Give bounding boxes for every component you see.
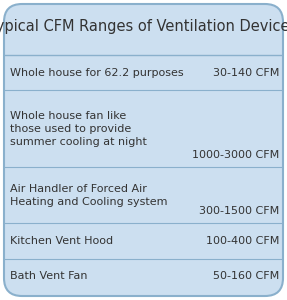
- Text: Whole house fan like
those used to provide
summer cooling at night: Whole house fan like those used to provi…: [10, 111, 147, 147]
- Text: Typical CFM Ranges of Ventilation Devices: Typical CFM Ranges of Ventilation Device…: [0, 20, 287, 34]
- Text: Air Handler of Forced Air
Heating and Cooling system: Air Handler of Forced Air Heating and Co…: [10, 184, 168, 207]
- Text: 50-160 CFM: 50-160 CFM: [213, 271, 279, 281]
- Text: 100-400 CFM: 100-400 CFM: [205, 236, 279, 246]
- Text: 30-140 CFM: 30-140 CFM: [213, 68, 279, 78]
- FancyBboxPatch shape: [4, 4, 283, 296]
- Text: Bath Vent Fan: Bath Vent Fan: [10, 271, 88, 281]
- Text: 300-1500 CFM: 300-1500 CFM: [199, 206, 279, 216]
- Text: Kitchen Vent Hood: Kitchen Vent Hood: [10, 236, 113, 246]
- Text: 1000-3000 CFM: 1000-3000 CFM: [192, 150, 279, 160]
- Text: Whole house for 62.2 purposes: Whole house for 62.2 purposes: [10, 68, 184, 78]
